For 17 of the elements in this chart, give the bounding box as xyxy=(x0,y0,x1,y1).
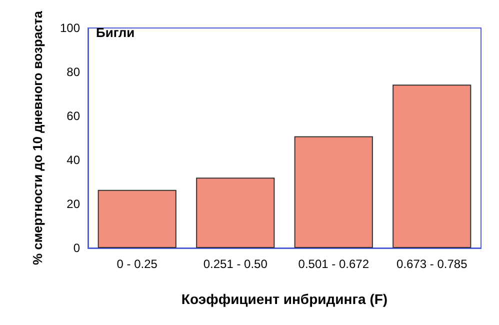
bar xyxy=(392,84,472,248)
bar xyxy=(196,178,275,248)
bar xyxy=(98,190,176,248)
bar xyxy=(294,136,373,248)
annotation: Бигли xyxy=(96,25,135,40)
y-tick-label: 60 xyxy=(66,109,80,124)
x-tick-label: 0.251 - 0.50 xyxy=(203,257,268,271)
x-tick-label: 0 - 0.25 xyxy=(116,257,158,271)
x-tick-label: 0.501 - 0.672 xyxy=(298,257,370,271)
y-axis-title: % смертности до 10 дневного возраста xyxy=(30,10,45,266)
x-axis-title: Коэффициент инбридинга (F) xyxy=(181,291,388,307)
x-tick-label: 0.673 - 0.785 xyxy=(396,257,468,271)
y-tick-label: 40 xyxy=(66,153,80,168)
y-tick-label: 0 xyxy=(73,241,80,255)
y-tick-label: 80 xyxy=(66,65,80,80)
y-tick-label: 100 xyxy=(60,21,80,36)
y-tick-label: 20 xyxy=(66,197,80,212)
